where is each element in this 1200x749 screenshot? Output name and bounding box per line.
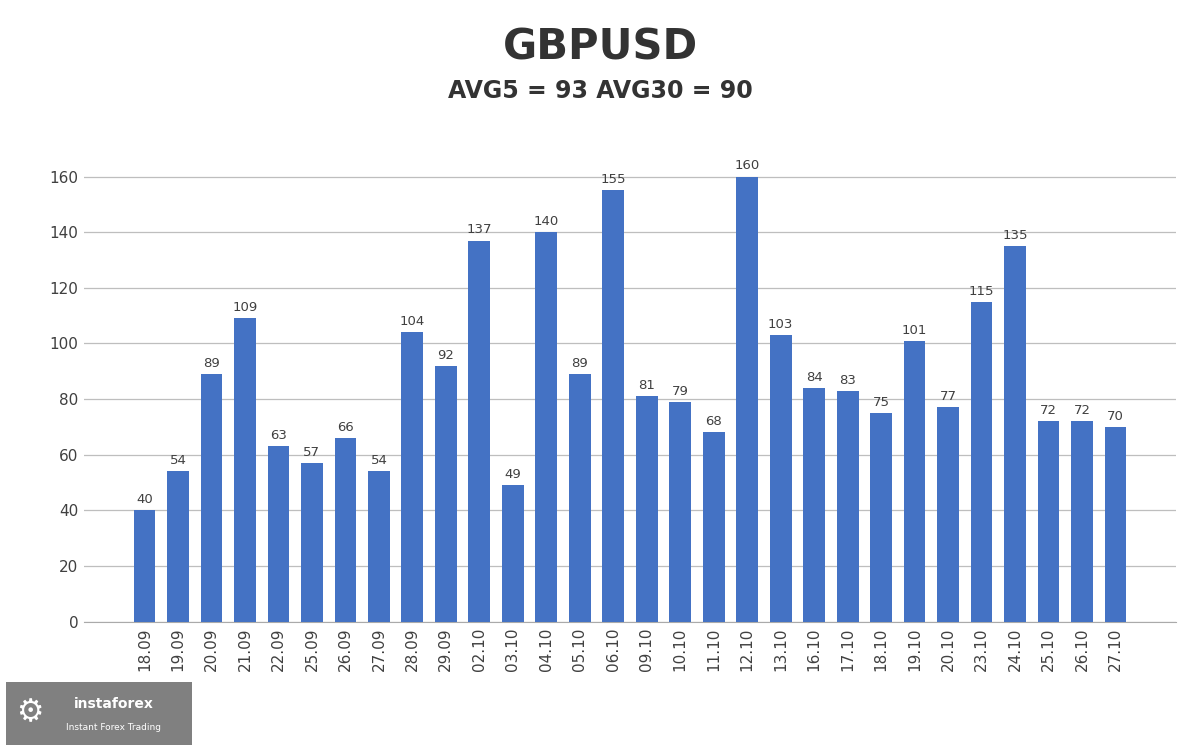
Bar — [1105, 427, 1127, 622]
Text: AVG5 = 93 AVG30 = 90: AVG5 = 93 AVG30 = 90 — [448, 79, 752, 103]
Text: 89: 89 — [571, 357, 588, 370]
Text: 68: 68 — [706, 416, 722, 428]
Bar — [468, 240, 491, 622]
Text: 63: 63 — [270, 429, 287, 442]
Text: 72: 72 — [1074, 404, 1091, 417]
Text: 79: 79 — [672, 385, 689, 398]
Bar — [971, 302, 992, 622]
Text: 83: 83 — [839, 374, 856, 386]
Bar — [502, 485, 523, 622]
Text: 92: 92 — [438, 348, 455, 362]
Text: 66: 66 — [337, 421, 354, 434]
Text: GBPUSD: GBPUSD — [503, 26, 697, 68]
Text: 115: 115 — [968, 285, 995, 297]
Bar — [904, 341, 925, 622]
Text: instaforex: instaforex — [74, 697, 154, 711]
Text: 70: 70 — [1108, 410, 1124, 422]
Bar — [234, 318, 256, 622]
Bar — [1072, 422, 1093, 622]
Bar — [836, 391, 858, 622]
Bar — [803, 388, 826, 622]
Text: 135: 135 — [1002, 229, 1027, 242]
Text: 101: 101 — [902, 324, 928, 336]
Bar — [133, 510, 155, 622]
Bar — [368, 471, 390, 622]
Text: 77: 77 — [940, 390, 956, 403]
Bar — [569, 374, 590, 622]
Bar — [602, 190, 624, 622]
Text: 104: 104 — [400, 315, 425, 328]
Text: 40: 40 — [136, 494, 152, 506]
Bar — [434, 366, 457, 622]
Bar — [636, 396, 658, 622]
Text: 155: 155 — [600, 173, 626, 187]
Text: 89: 89 — [203, 357, 220, 370]
Text: Instant Forex Trading: Instant Forex Trading — [66, 723, 161, 732]
Bar — [535, 232, 557, 622]
Bar — [769, 335, 792, 622]
Bar — [268, 446, 289, 622]
Text: 54: 54 — [169, 455, 186, 467]
Text: ⚙: ⚙ — [17, 697, 44, 727]
Bar — [1038, 422, 1060, 622]
Bar — [402, 333, 424, 622]
Bar — [167, 471, 188, 622]
Text: 137: 137 — [467, 223, 492, 237]
Text: 140: 140 — [534, 215, 559, 228]
Text: 75: 75 — [872, 396, 889, 409]
Bar — [335, 438, 356, 622]
Text: 84: 84 — [805, 371, 822, 383]
Text: 49: 49 — [504, 468, 521, 481]
Bar — [670, 402, 691, 622]
Text: 72: 72 — [1040, 404, 1057, 417]
Text: 103: 103 — [768, 318, 793, 331]
Text: 160: 160 — [734, 160, 760, 172]
Bar — [1004, 246, 1026, 622]
Text: 54: 54 — [371, 455, 388, 467]
Bar — [301, 463, 323, 622]
Text: 81: 81 — [638, 379, 655, 392]
Bar — [737, 177, 758, 622]
Bar — [937, 407, 959, 622]
Text: 57: 57 — [304, 446, 320, 459]
Text: 109: 109 — [233, 301, 258, 315]
Bar — [870, 413, 892, 622]
Bar — [200, 374, 222, 622]
Bar — [703, 432, 725, 622]
